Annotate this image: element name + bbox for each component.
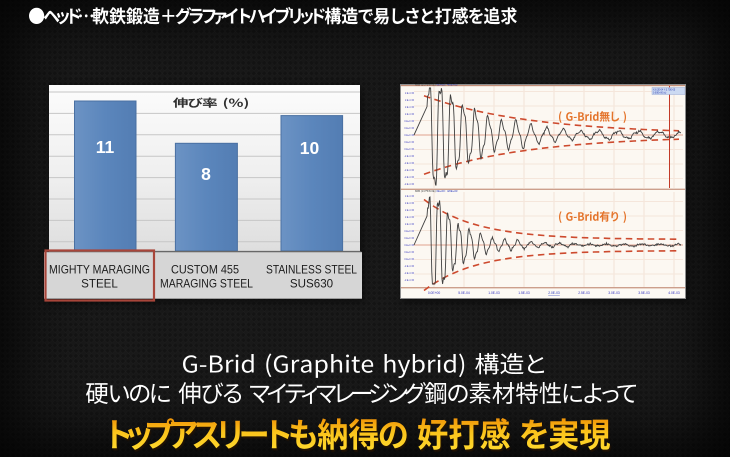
- svg-text:2.5E-03: 2.5E-03: [578, 291, 590, 295]
- svg-text:3.5E-03: 3.5E-03: [638, 291, 650, 295]
- svg-text:8: 8: [201, 164, 211, 184]
- svg-text:0.E+0: 0.E+0: [404, 252, 411, 254]
- svg-text:2.E-4: 2.E-4: [405, 217, 411, 219]
- svg-text:MIB (1/3*5/8.0E) 0E+00 : 4/0E+: MIB (1/3*5/8.0E) 0E+00 : 4/0E+03: [415, 189, 458, 193]
- svg-text:CUSTOM 455: CUSTOM 455: [171, 264, 239, 277]
- svg-text:STAINLESS STEEL: STAINLESS STEEL: [266, 264, 357, 277]
- svg-text:3.0E-03: 3.0E-03: [608, 291, 620, 295]
- svg-text:X:8.2E-04 Y:3.70E-05: X:8.2E-04 Y:3.70E-05: [653, 89, 676, 91]
- svg-text:MIGHTY MARAGING: MIGHTY MARAGING: [49, 264, 150, 277]
- svg-text:4.0E-03: 4.0E-03: [668, 291, 680, 295]
- svg-text:MIB (1/3*5/8.0E) 0E+00 : 4/0E+: MIB (1/3*5/8.0E) 0E+00 : 4/0E+03: [415, 84, 458, 87]
- svg-text:0.E+0: 0.E+0: [404, 128, 411, 130]
- svg-text:2.0E-03: 2.0E-03: [548, 291, 560, 295]
- svg-text:0.E+0: 0.E+0: [404, 238, 411, 240]
- svg-text:2.E-4: 2.E-4: [405, 196, 411, 198]
- svg-text:0.0E+00: 0.0E+00: [428, 291, 441, 295]
- svg-text:0.E+0: 0.E+0: [404, 121, 411, 123]
- svg-text:SUS630: SUS630: [290, 278, 333, 291]
- svg-text:0.E+0: 0.E+0: [404, 149, 411, 151]
- svg-text:11: 11: [96, 137, 115, 157]
- svg-text:2.E-4: 2.E-4: [405, 107, 411, 109]
- svg-text:0.E+0: 0.E+0: [404, 142, 411, 144]
- svg-text:-2.E-4: -2.E-4: [404, 177, 411, 179]
- svg-text:0.E+0: 0.E+0: [404, 231, 411, 233]
- svg-text:5.0E-04: 5.0E-04: [458, 291, 470, 295]
- svg-text:2.E-4: 2.E-4: [405, 210, 411, 212]
- svg-text:-2.E-4: -2.E-4: [404, 273, 411, 275]
- svg-text:2.E-4: 2.E-4: [405, 100, 411, 102]
- svg-text:10: 10: [300, 138, 320, 158]
- svg-text:-2.E-4: -2.E-4: [404, 163, 411, 165]
- svg-text:2.E-4: 2.E-4: [405, 203, 411, 205]
- svg-text:0.E+0: 0.E+0: [404, 259, 411, 261]
- svg-text:2.E-4: 2.E-4: [405, 114, 411, 116]
- svg-text:0.E+0: 0.E+0: [404, 135, 411, 137]
- svg-text:0.00E+00 (s): 0.00E+00 (s): [653, 92, 666, 94]
- svg-text:MARAGING STEEL: MARAGING STEEL: [160, 278, 253, 291]
- svg-text:1.0E-03: 1.0E-03: [488, 291, 500, 295]
- svg-text:2.E-4: 2.E-4: [405, 93, 411, 95]
- svg-text:2.E-4: 2.E-4: [405, 224, 411, 226]
- svg-text:-2.E-4: -2.E-4: [404, 266, 411, 268]
- svg-text:1.5E-03: 1.5E-03: [518, 291, 530, 295]
- svg-text:-2.E-4: -2.E-4: [404, 156, 411, 158]
- svg-text:STEEL: STEEL: [81, 278, 118, 291]
- svg-text:-2.E-4: -2.E-4: [404, 184, 411, 186]
- svg-text:0.E+0: 0.E+0: [404, 245, 411, 247]
- svg-text:-2.E-4: -2.E-4: [404, 170, 411, 172]
- svg-text:-2.E-4: -2.E-4: [404, 280, 411, 282]
